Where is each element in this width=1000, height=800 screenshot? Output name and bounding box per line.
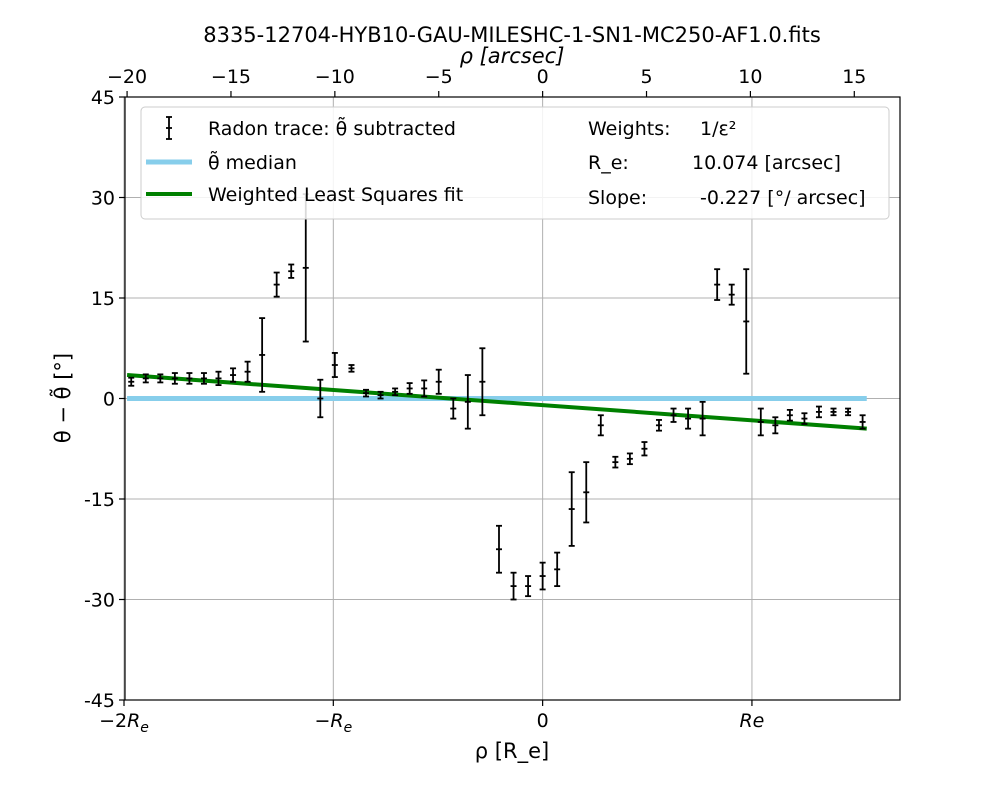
annotation-weights-value: 1/ε² [700, 118, 736, 140]
top-x-tick-label: −10 [315, 66, 355, 88]
errorbar-point [215, 370, 222, 387]
top-x-tick-label: 10 [738, 66, 762, 88]
top-x-axis-label: ρ [arcsec] [460, 44, 565, 68]
y-tick-label: -15 [84, 489, 115, 511]
errorbar-point [728, 283, 735, 306]
errorbar-point [406, 382, 413, 395]
errorbar-point [464, 374, 471, 430]
legend-label-radon-trace: Radon trace: θ̃ subtracted [208, 115, 456, 140]
errorbar-point [815, 405, 822, 419]
errorbar-point [510, 571, 517, 601]
errorbar-point [273, 271, 280, 298]
errorbar-point [186, 372, 193, 385]
x-tick-label: −Re [314, 710, 352, 736]
errorbar-point [641, 441, 648, 457]
y-axis-label: θ − θ̃ [°] [48, 353, 75, 443]
errorbar-point [244, 360, 251, 383]
errorbar-point [450, 397, 457, 420]
errorbar-point [845, 407, 852, 417]
errorbar-point [554, 551, 561, 587]
annotation-weights-label: Weights: [588, 118, 671, 140]
errorbar-point [597, 414, 604, 437]
ticks: 45 30 15 0 -15 -30 -45−2Re −Re 0 Re −20 −15 −10 −5 0 5 1… [84, 66, 866, 736]
top-x-tick-label: −5 [425, 66, 453, 88]
errorbar-point [479, 347, 486, 417]
errorbar-point [421, 379, 428, 398]
errorbar-point [348, 364, 355, 373]
annotation-re-label: R_e: [588, 152, 629, 174]
x-axis-label: ρ [R_e] [475, 739, 549, 764]
errorbar-point [171, 372, 178, 385]
errorbar-point [670, 407, 677, 423]
y-tick-label: -30 [84, 590, 115, 612]
annotation-slope-label: Slope: [588, 187, 647, 209]
legend-label-fit: Weighted Least Squares fit [208, 184, 463, 206]
errorbar-point [859, 414, 866, 430]
errorbar-point [392, 387, 399, 397]
y-tick-label: 15 [91, 288, 115, 310]
annotation-slope-value: -0.227 [°/ arcsec] [700, 187, 866, 209]
errorbar-point [757, 407, 764, 437]
errorbar-point [157, 373, 164, 384]
top-x-tick-label: 0 [537, 66, 549, 88]
legend-box [140, 106, 890, 220]
errorbar-point [200, 372, 207, 385]
errorbar-point [612, 455, 619, 469]
top-x-tick-label: 15 [842, 66, 866, 88]
errorbar-point [288, 263, 295, 279]
errorbar-point [377, 390, 384, 400]
x-tick-label: 0 [537, 710, 549, 732]
errorbar-point [525, 575, 532, 598]
errorbar-point [801, 412, 808, 425]
x-tick-label: Re [739, 710, 764, 732]
y-tick-label: 0 [103, 389, 115, 411]
errorbar-point [699, 400, 706, 437]
errorbar-point [830, 407, 837, 417]
top-x-tick-label: −20 [107, 66, 147, 88]
errorbar-point [435, 368, 442, 395]
errorbar-point [743, 268, 750, 375]
y-tick-label: 30 [91, 188, 115, 210]
top-x-tick-label: −15 [211, 66, 251, 88]
errorbar-point [568, 471, 575, 547]
legend-marker-errorbar [166, 116, 172, 140]
errorbar-point [714, 268, 721, 301]
legend: Radon trace: θ̃ subtracted θ̃ median Wei… [140, 106, 890, 220]
errorbar-point [626, 452, 633, 466]
errorbar-point [495, 524, 502, 574]
errorbar-point [772, 416, 779, 435]
y-tick-label: -45 [84, 690, 115, 712]
errorbar-point [539, 561, 546, 591]
chart-title: 8335-12704-HYB10-GAU-MILESHC-1-SN1-MC250… [203, 23, 821, 47]
errorbar-point [583, 461, 590, 524]
errorbar-point [363, 388, 370, 398]
errorbar-point [259, 317, 266, 393]
legend-label-median: θ̃ median [208, 149, 297, 174]
x-tick-label: −2Re [99, 710, 149, 736]
series-lines [126, 373, 867, 431]
errorbar-point [128, 376, 135, 387]
errorbar-point [685, 407, 692, 430]
series-line [126, 373, 867, 431]
errorbar-point [142, 373, 149, 384]
top-x-tick-label: 5 [640, 66, 652, 88]
errorbar-point [331, 352, 338, 378]
errorbar-point [786, 408, 793, 422]
errorbar-point [317, 378, 324, 419]
y-tick-label: 45 [91, 87, 115, 109]
annotation-re-value: 10.074 [arcsec] [692, 152, 841, 174]
errorbar-point [655, 419, 662, 432]
errorbar-point [230, 367, 237, 383]
